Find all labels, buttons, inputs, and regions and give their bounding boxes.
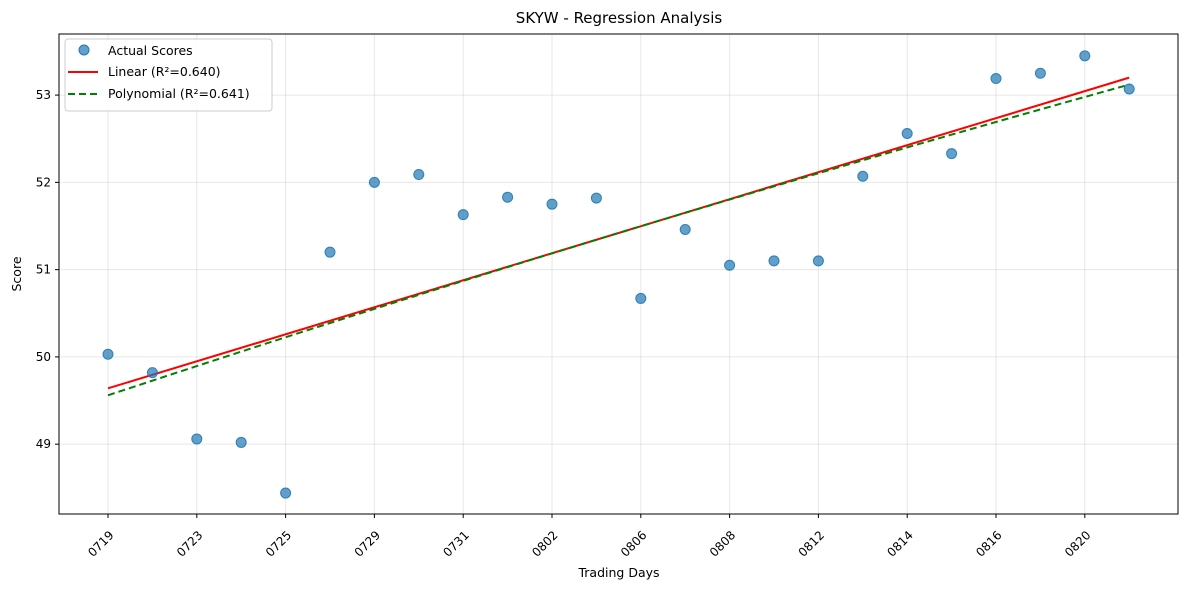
y-tick-label: 51 (36, 263, 51, 277)
legend-marker-actual (78, 44, 90, 56)
y-tick-label: 50 (36, 350, 51, 364)
data-point (1079, 50, 1091, 62)
data-point (502, 191, 514, 203)
legend-label-linear: Linear (R²=0.640) (108, 64, 221, 79)
y-tick-label: 52 (36, 175, 51, 189)
data-point (102, 348, 114, 360)
data-point (946, 148, 958, 160)
data-point (146, 367, 158, 379)
data-point (901, 127, 913, 139)
data-point (280, 487, 292, 499)
data-point (457, 209, 469, 221)
data-point (546, 198, 558, 210)
y-axis-ticks: 49 50 51 52 53 (36, 88, 59, 451)
plot-frame (58, 33, 1179, 515)
chart-title: SKYW - Regression Analysis (516, 9, 723, 27)
data-point (635, 292, 647, 304)
polynomial-fit-line (107, 83, 1130, 397)
legend-label-actual: Actual Scores (108, 43, 193, 58)
y-tick-label: 49 (36, 437, 51, 451)
scatter-points (102, 50, 1135, 499)
data-point (590, 192, 602, 204)
legend-box (64, 38, 273, 112)
data-point (990, 73, 1002, 85)
legend-label-polynomial: Polynomial (R²=0.641) (108, 86, 250, 101)
data-point (768, 255, 780, 267)
data-point (1034, 67, 1046, 79)
legend: Actual Scores Linear (R²=0.640) Polynomi… (64, 38, 273, 112)
data-point (191, 433, 203, 445)
data-point (324, 246, 336, 258)
data-point (1123, 83, 1135, 95)
regression-lines (107, 76, 1130, 397)
grid (59, 34, 1178, 514)
linear-fit-line (107, 76, 1130, 390)
data-point (679, 223, 691, 235)
data-point (413, 169, 425, 181)
x-axis-label: Trading Days (577, 565, 659, 580)
data-point (368, 176, 380, 188)
data-point (235, 436, 247, 448)
y-axis-label: Score (9, 256, 24, 291)
data-point (857, 170, 869, 182)
data-point (724, 259, 736, 271)
data-point (812, 255, 824, 267)
y-tick-label: 53 (36, 88, 51, 102)
